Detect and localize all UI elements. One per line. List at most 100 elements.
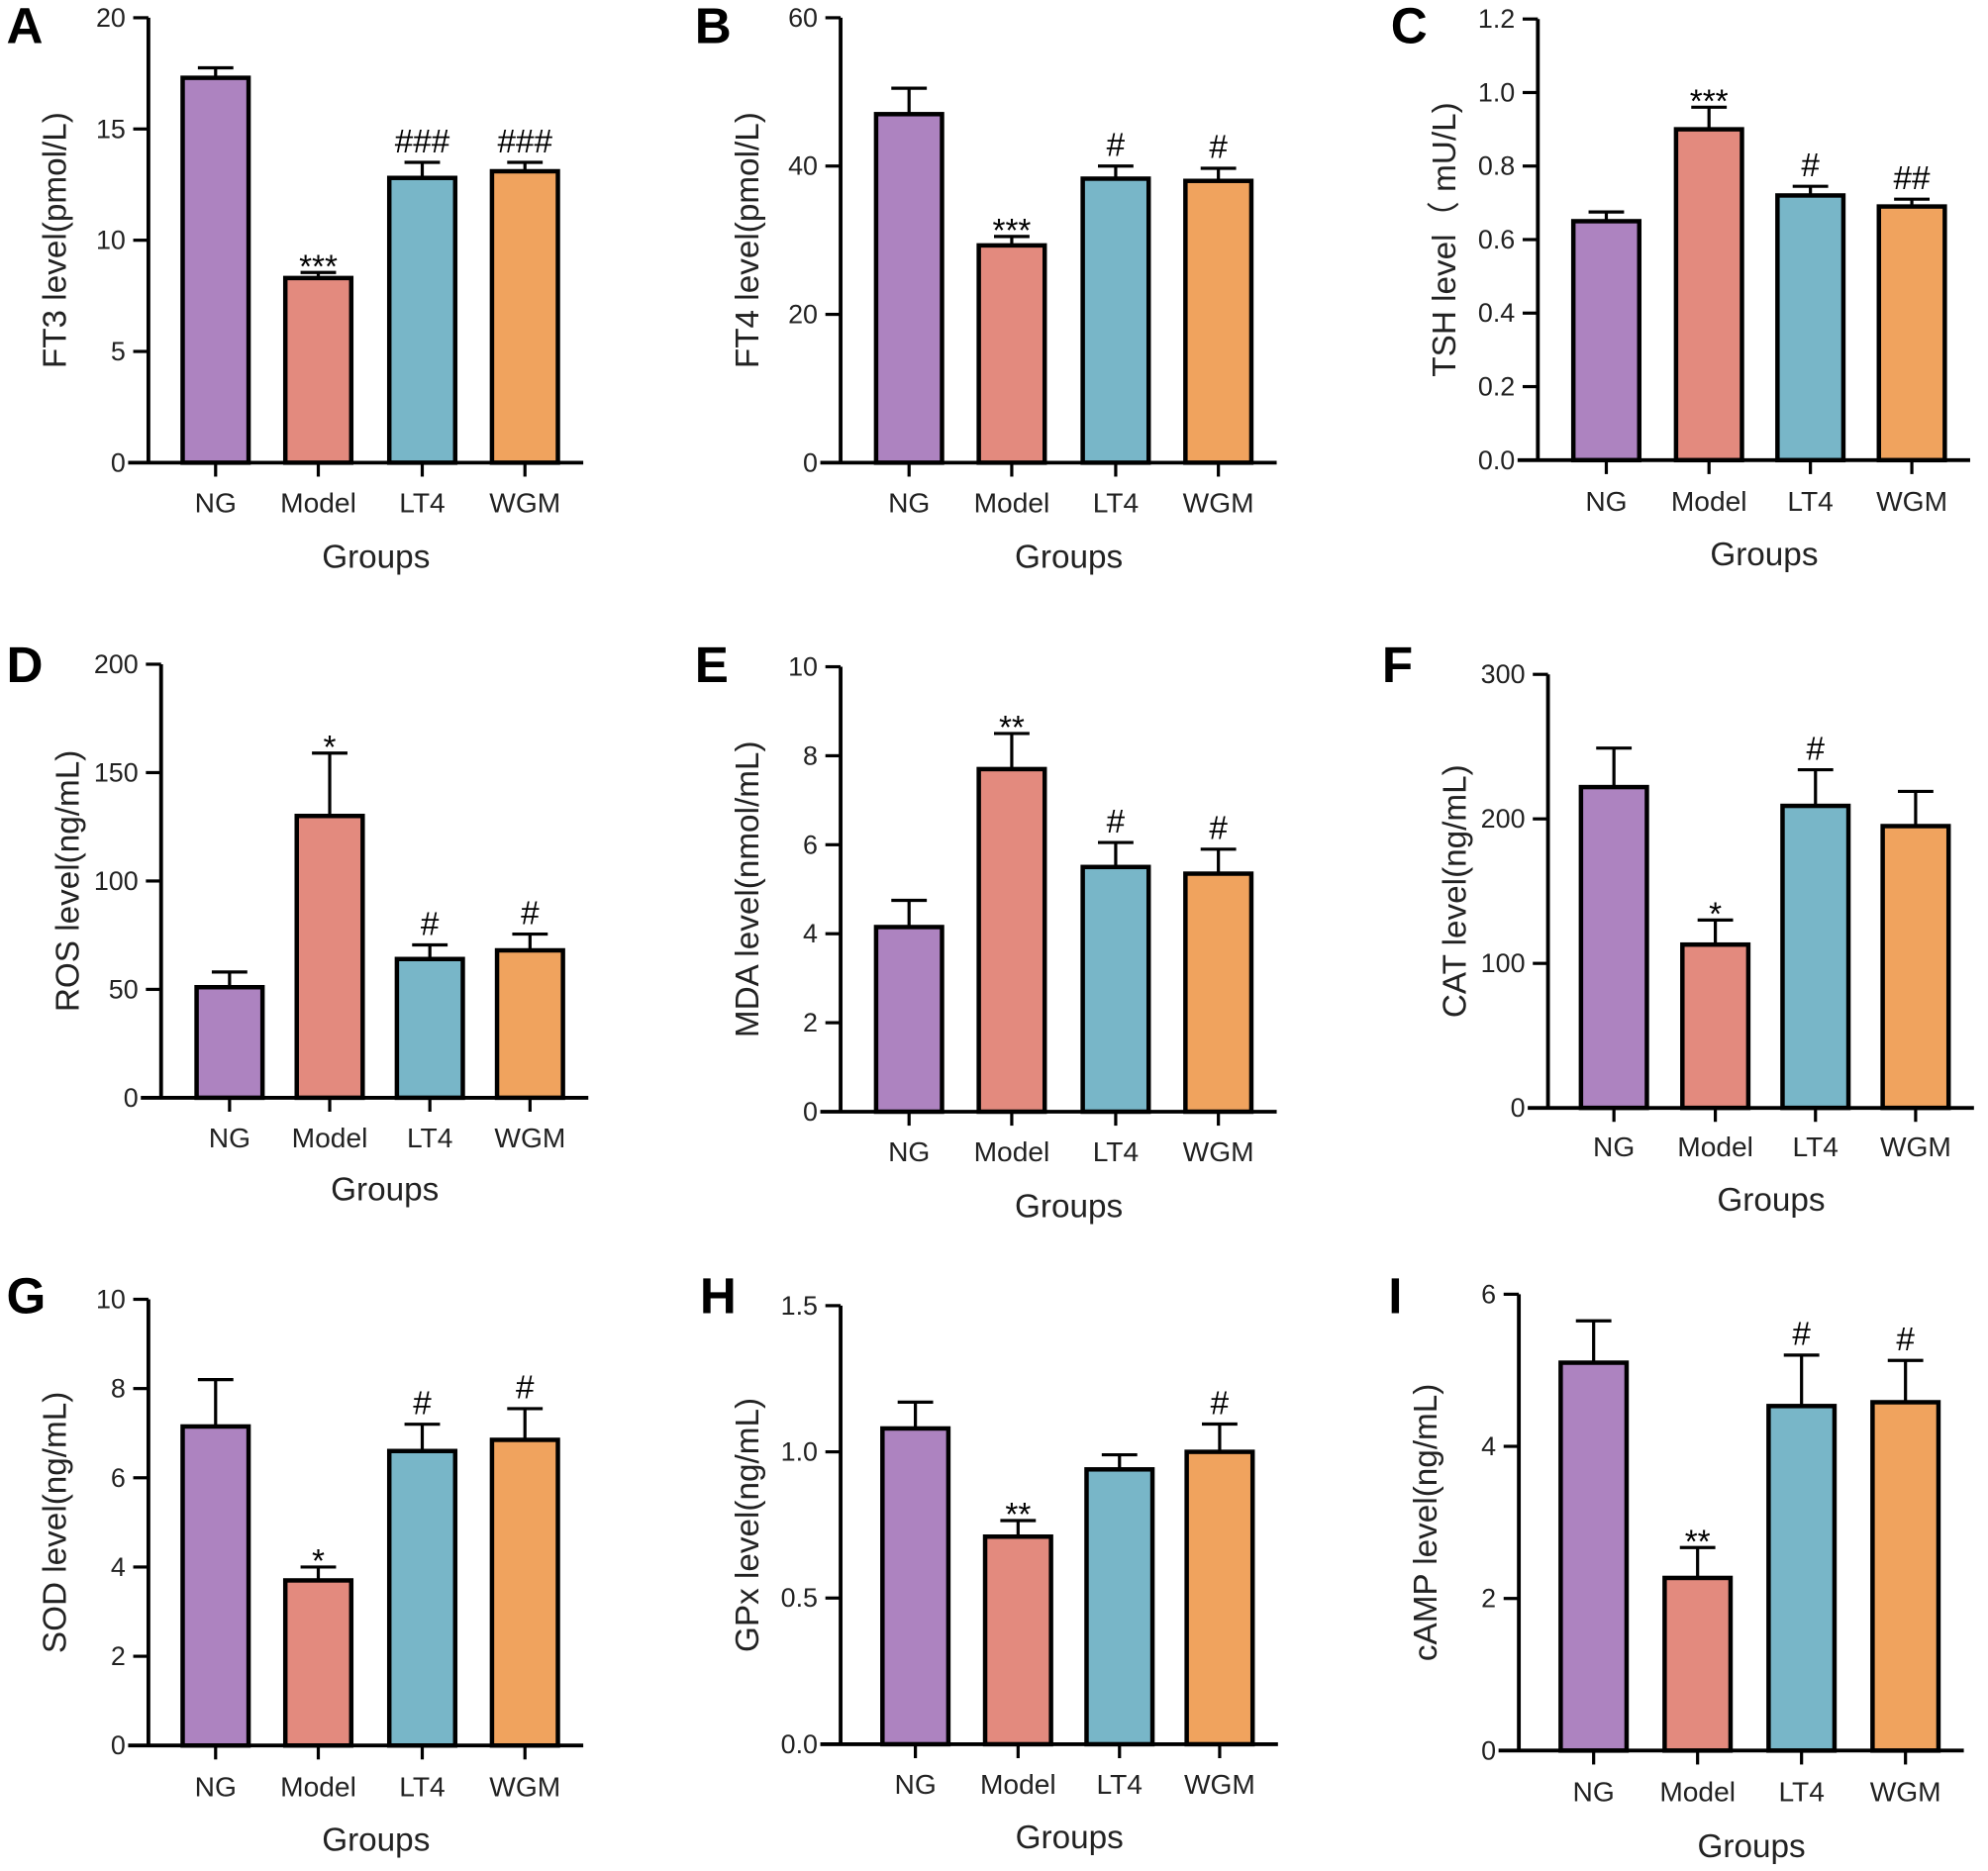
panel-d: D NG * Model # LT4 # WGM 0 50 100 150 200 Groups ROS l… [7,637,589,1209]
significance-label: ** [1685,1524,1711,1560]
bar-lt4 [394,956,465,1101]
y-axis-label: cAMP level(ng/mL) [1408,1384,1444,1662]
significance-label: # [1209,811,1228,847]
panel-letter: D [7,637,44,693]
significance-label: # [1107,128,1126,164]
significance-label: *** [1690,83,1729,120]
panel-e: E NG ** Model # LT4 # WGM 0 2 4 6 8 10 Groups MDA level… [695,637,1277,1225]
significance-label: # [1211,1385,1230,1422]
y-tick-label: 10 [96,226,126,255]
y-tick-label: 1.0 [781,1437,818,1467]
y-tick-label: 200 [94,649,139,679]
bar-model [982,1534,1053,1747]
y-tick-label: 50 [109,974,139,1004]
bar-wgm [489,168,560,465]
y-tick-label: 0 [124,1083,139,1113]
x-tick-label: WGM [1183,1135,1254,1167]
x-tick-label: Model [1677,1131,1753,1162]
bar-wgm [1870,1400,1941,1753]
y-tick-label: 1.5 [781,1291,818,1321]
x-tick-label: NG [195,486,237,518]
significance-label: ### [395,124,450,160]
bar-lt4 [1080,176,1151,465]
bar-ng [873,925,944,1115]
panel-letter: A [7,0,44,54]
y-tick-label: 4 [1481,1431,1496,1461]
x-tick-label: NG [195,1770,237,1802]
x-tick-label: LT4 [399,1770,445,1802]
x-tick-label: WGM [1876,485,1947,517]
significance-label: ### [497,124,552,160]
significance-label: # [516,1370,535,1407]
bar-lt4 [386,1448,458,1748]
x-tick-label: NG [1573,1776,1615,1808]
x-axis-label: Groups [331,1172,439,1209]
y-tick-label: 4 [803,919,818,948]
y-tick-label: 6 [1481,1279,1496,1309]
x-tick-label: LT4 [1093,486,1139,518]
x-tick-label: WGM [1183,486,1254,518]
y-tick-label: 5 [111,337,126,366]
y-tick-label: 40 [788,151,818,181]
y-tick-label: 0.2 [1478,372,1515,402]
panel-c: C NG *** Model # LT4 ## WGM 0.0 0.2 0.4 0.6 0.8 1.0 1.… [1391,0,1970,573]
bar-lt4 [1780,803,1851,1111]
y-tick-label: 10 [788,652,818,682]
y-tick-label: 20 [788,300,818,330]
x-tick-label: LT4 [1793,1131,1839,1162]
y-tick-label: 150 [94,757,139,787]
y-tick-label: 8 [111,1374,126,1404]
bar-wgm [1876,204,1947,463]
x-tick-label: NG [209,1122,250,1153]
bar-model [282,275,354,465]
bar-ng [880,1426,951,1747]
x-axis-label: Groups [1717,1182,1825,1219]
significance-label: # [1209,130,1228,166]
x-tick-label: NG [888,486,930,518]
significance-label: * [324,730,337,766]
panel-h: H NG ** Model LT4 # WGM 0.0 0.5 1.0 1.5 Groups GPx l… [700,1268,1278,1856]
x-tick-label: WGM [489,1770,560,1802]
panel-letter: H [700,1268,737,1325]
bar-wgm [489,1437,560,1748]
bar-wgm [1880,824,1951,1111]
bar-ng [1558,1360,1630,1753]
x-tick-label: Model [980,1768,1056,1800]
x-tick-label: LT4 [1778,1776,1824,1808]
bar-wgm [1183,178,1254,465]
x-tick-label: WGM [1880,1131,1951,1162]
x-tick-label: Model [1659,1776,1736,1808]
y-tick-label: 1.2 [1478,4,1515,34]
significance-label: ** [999,710,1025,746]
y-tick-label: 0 [1511,1093,1526,1123]
significance-label: # [413,1385,432,1422]
y-axis-label: GPx level(ng/mL) [730,1398,766,1652]
x-tick-label: WGM [489,486,560,518]
panel-letter: C [1391,0,1428,54]
x-tick-label: WGM [1184,1768,1255,1800]
bar-wgm [1183,871,1254,1115]
x-tick-label: WGM [1870,1776,1941,1808]
x-tick-label: Model [280,1770,356,1802]
x-tick-label: LT4 [1093,1135,1139,1167]
bar-model [1662,1575,1734,1753]
x-tick-label: WGM [494,1122,565,1153]
y-tick-label: 0 [803,447,818,477]
significance-label: # [1806,731,1825,767]
y-tick-label: 0.0 [1478,445,1515,475]
x-tick-label: Model [280,486,356,518]
significance-label: *** [299,248,338,285]
x-tick-label: LT4 [1787,485,1833,517]
panel-b: B NG *** Model # LT4 # WGM 0 20 40 60 Groups FT4 leve… [695,0,1277,576]
significance-label: # [421,906,440,942]
panel-letter: E [695,637,729,693]
significance-label: # [521,895,540,932]
x-axis-label: Groups [1016,1820,1124,1856]
bar-ng [180,1424,251,1748]
panel-i: I NG ** Model # LT4 # WGM 0 2 4 6 Groups cAMP level(n… [1388,1268,1964,1865]
bar-model [294,814,365,1101]
bar-ng [873,112,944,465]
x-tick-label: LT4 [1097,1768,1143,1800]
panel-letter: B [695,0,732,54]
bar-ng [1570,219,1642,463]
